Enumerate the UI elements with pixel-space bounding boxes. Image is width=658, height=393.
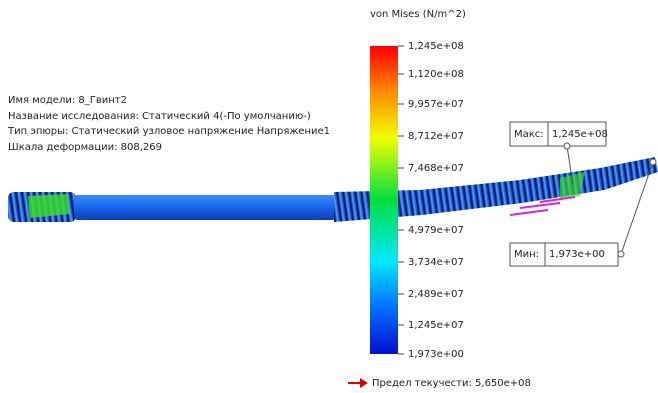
- model: [8, 157, 658, 222]
- info-line: Тип эпюры: Статический узловое напряжени…: [7, 126, 330, 137]
- tick-label: 1,973e+00: [408, 349, 464, 360]
- tick-label: 1,245e+08: [408, 41, 464, 52]
- stress-patch: [28, 194, 70, 218]
- tick-label: 1,120e+08: [408, 69, 464, 80]
- tick-label: 3,734e+07: [408, 257, 464, 268]
- max-value: 1,245e+08: [552, 129, 608, 140]
- tick-label: 2,489e+07: [408, 289, 464, 300]
- tick-label: 4,979e+07: [408, 225, 464, 236]
- yield-indicator: Предел текучести: 5,650e+08: [348, 378, 531, 389]
- min-value: 1,973e+00: [549, 249, 605, 260]
- min-label: Мин:: [514, 249, 539, 260]
- info-line: Имя модели: 8_Гвинт2: [8, 95, 127, 106]
- viewport: Имя модели: 8_Гвинт2 Название исследован…: [0, 0, 658, 393]
- tick-label: 8,712e+07: [408, 131, 464, 142]
- tick-label: 9,957e+07: [408, 99, 464, 110]
- legend-title: von Mises (N/m^2): [370, 9, 466, 20]
- tick-label: 7,468e+07: [408, 163, 464, 174]
- tick-label: 1,245e+07: [408, 320, 464, 331]
- page: Имя модели: 8_Гвинт2 Название исследован…: [0, 0, 658, 393]
- info-line: Шкала деформации: 808,269: [8, 142, 162, 153]
- info-line: Название исследования: Статический 4(-По…: [8, 111, 311, 122]
- yield-text: Предел текучести: 5,650e+08: [372, 378, 531, 389]
- color-bar: [370, 46, 398, 354]
- shaft: [74, 195, 336, 220]
- max-label: Макс:: [514, 129, 544, 140]
